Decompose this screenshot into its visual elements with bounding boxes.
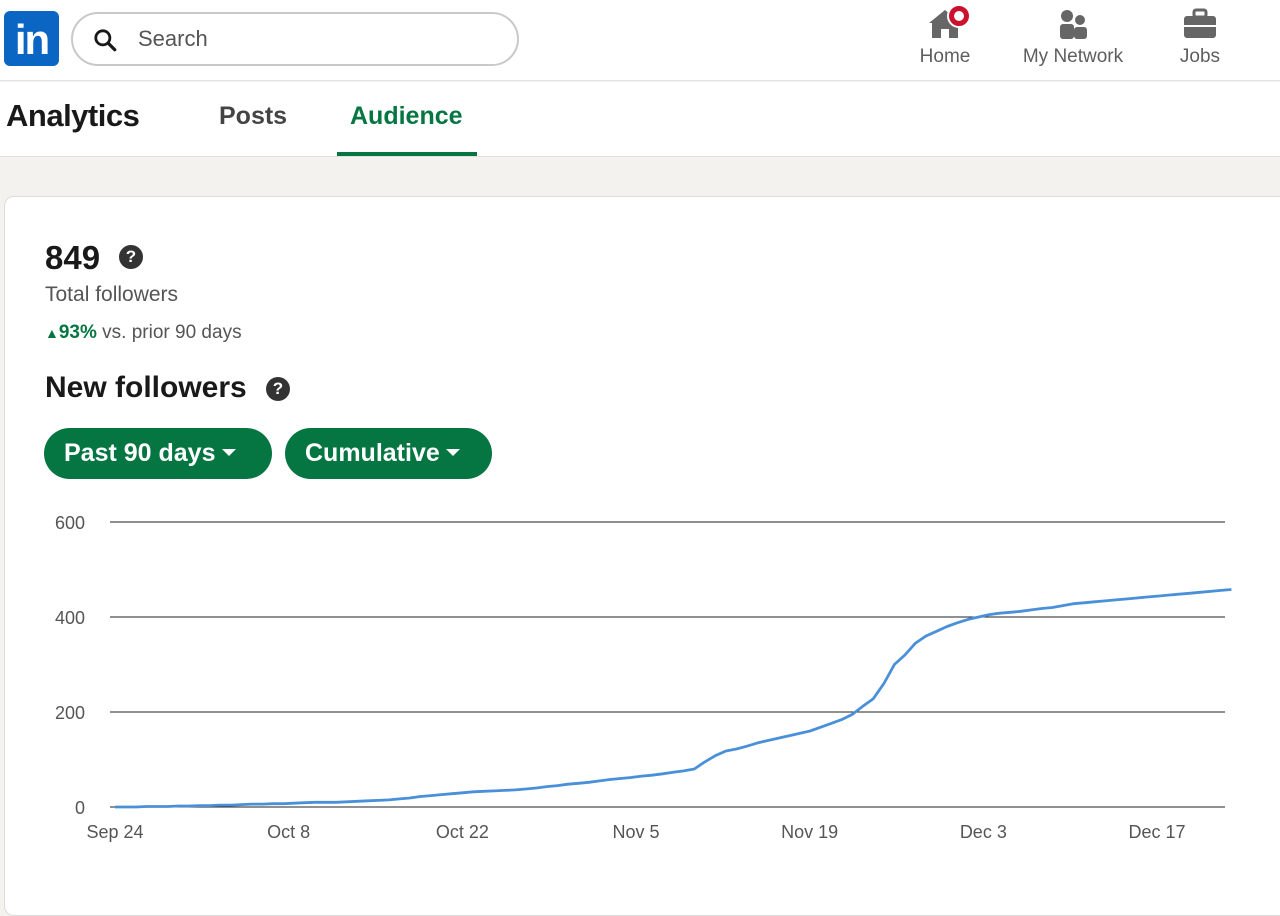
mode-filter-dropdown[interactable]: Cumulative: [285, 428, 492, 479]
top-navigation: in Home My Network: [0, 0, 1280, 81]
help-icon[interactable]: ?: [266, 377, 290, 401]
people-icon: [1053, 4, 1093, 44]
home-icon: [925, 4, 971, 44]
follower-change: ▲93% vs. prior 90 days: [45, 322, 242, 344]
nav-home[interactable]: Home: [904, 4, 986, 76]
up-arrow-icon: ▲: [45, 325, 59, 341]
nav-my-network[interactable]: My Network: [1008, 4, 1138, 76]
caret-down-icon: [221, 448, 236, 456]
nav-jobs-label: Jobs: [1179, 46, 1221, 67]
nav-jobs[interactable]: Jobs: [1168, 4, 1232, 76]
linkedin-logo[interactable]: in: [4, 11, 59, 66]
total-followers-label: Total followers: [45, 283, 179, 306]
search-icon: [94, 29, 117, 52]
caret-down-icon: [445, 448, 460, 456]
range-filter-dropdown[interactable]: Past 90 days: [44, 428, 272, 479]
mode-filter-label: Cumulative: [305, 439, 440, 467]
search-box[interactable]: [71, 12, 519, 66]
change-percent: 93%: [58, 322, 97, 343]
briefcase-icon: [1180, 4, 1220, 44]
tab-audience[interactable]: Audience: [350, 102, 463, 130]
active-tab-indicator: [337, 152, 477, 156]
search-input[interactable]: [136, 24, 496, 54]
analytics-subnav: Analytics Posts Audience: [0, 82, 1280, 157]
help-icon[interactable]: ?: [119, 245, 143, 269]
nav-home-label: Home: [919, 46, 971, 67]
page-title: Analytics: [6, 98, 140, 133]
range-filter-label: Past 90 days: [64, 439, 216, 467]
followers-card: 849 ? Total followers ▲93% vs. prior 90 …: [4, 196, 1280, 916]
notification-badge: [947, 4, 971, 28]
change-description: vs. prior 90 days: [102, 322, 242, 343]
total-followers-count: 849: [45, 239, 101, 276]
new-followers-heading: New followers: [45, 371, 247, 404]
nav-my-network-label: My Network: [1022, 46, 1124, 67]
tab-posts[interactable]: Posts: [219, 102, 288, 130]
